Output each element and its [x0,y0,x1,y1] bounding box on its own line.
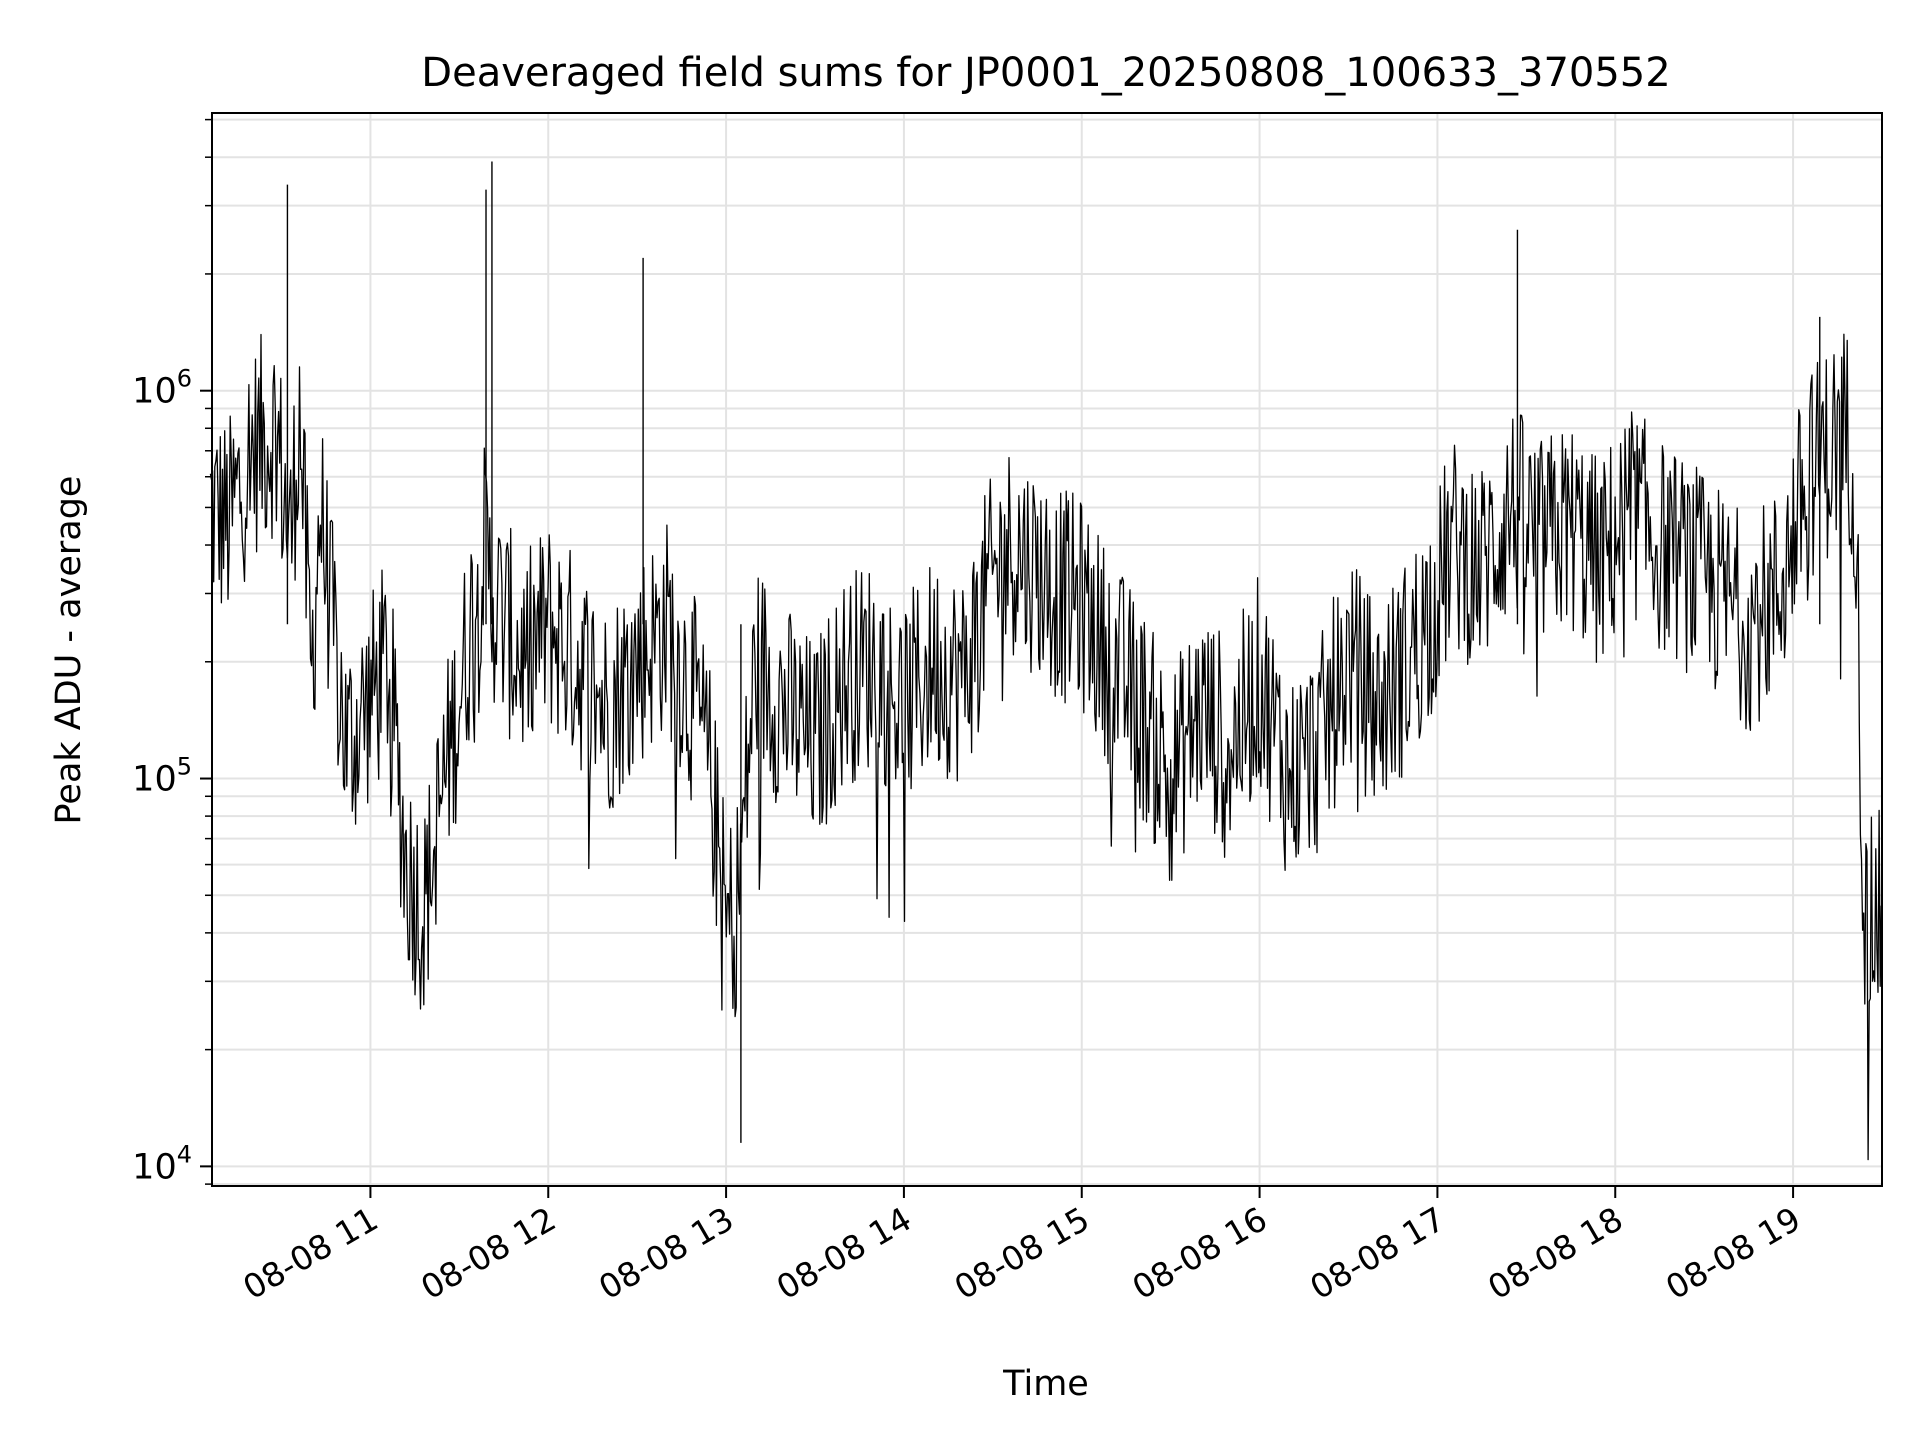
data-series-line [209,333,1882,1161]
y-axis: 104 105 106 [132,118,212,1187]
grid [212,113,1882,1186]
y-tick-label: 105 [132,753,192,800]
plot-frame [211,112,1883,1187]
y-axis-label: Peak ADU - average [49,476,89,825]
chart-title: Deaveraged field sums for JP0001_2025080… [421,50,1670,96]
data-layer [209,161,1882,1161]
y-tick-label: 106 [132,365,192,412]
y-tick-label: 104 [132,1140,192,1187]
x-axis-label: Time [1002,1364,1089,1404]
